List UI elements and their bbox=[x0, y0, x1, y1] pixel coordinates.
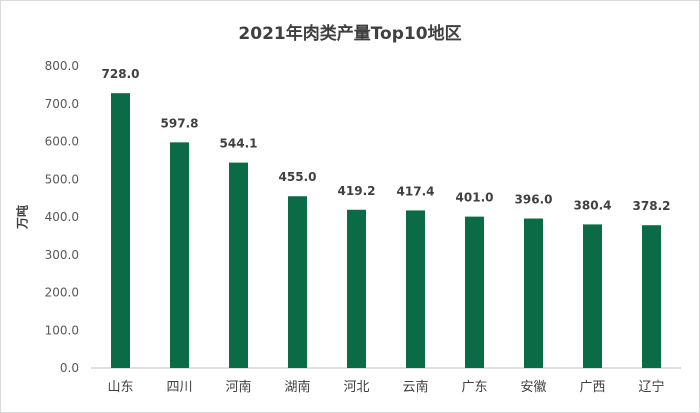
x-tick-label: 河南 bbox=[225, 379, 251, 395]
bar bbox=[111, 93, 130, 369]
data-label: 455.0 bbox=[279, 170, 317, 184]
data-label: 417.4 bbox=[397, 184, 435, 198]
data-label: 378.2 bbox=[633, 199, 671, 213]
bar bbox=[465, 216, 484, 368]
x-tick-label: 四川 bbox=[166, 380, 192, 395]
y-tick-label: 800.0 bbox=[45, 59, 79, 73]
bar bbox=[406, 210, 425, 368]
data-label: 396.0 bbox=[515, 193, 553, 207]
y-tick-label: 400.0 bbox=[45, 210, 79, 224]
bar bbox=[288, 196, 307, 368]
bar bbox=[524, 218, 543, 368]
bar bbox=[642, 225, 661, 368]
x-tick-label: 云南 bbox=[402, 379, 428, 395]
data-label: 728.0 bbox=[102, 67, 140, 81]
y-tick-label: 100.0 bbox=[45, 323, 79, 337]
data-label: 544.1 bbox=[220, 137, 258, 151]
x-tick-label: 安徽 bbox=[520, 380, 546, 395]
bar bbox=[347, 209, 366, 368]
x-tick-label: 湖南 bbox=[284, 379, 310, 395]
data-label: 401.0 bbox=[456, 191, 494, 205]
x-tick-label: 河北 bbox=[343, 380, 369, 395]
y-tick-label: 300.0 bbox=[45, 248, 79, 262]
bar bbox=[229, 162, 248, 368]
x-tick-label: 山东 bbox=[107, 380, 133, 395]
x-tick-label: 辽宁 bbox=[638, 379, 664, 395]
x-tick-label: 广东 bbox=[461, 380, 487, 395]
data-label: 419.2 bbox=[338, 184, 376, 198]
y-tick-label: 500.0 bbox=[45, 172, 79, 186]
data-label: 380.4 bbox=[574, 198, 612, 212]
x-tick-label: 广西 bbox=[579, 380, 605, 395]
chart-title: 2021年肉类产量Top10地区 bbox=[238, 24, 462, 44]
y-tick-label: 700.0 bbox=[45, 97, 79, 111]
y-tick-label: 200.0 bbox=[45, 286, 79, 300]
bar bbox=[583, 224, 602, 368]
data-label: 597.8 bbox=[161, 116, 199, 130]
bar bbox=[170, 142, 189, 368]
y-tick-label: 600.0 bbox=[45, 135, 79, 149]
y-tick-label: 0.0 bbox=[60, 361, 79, 375]
